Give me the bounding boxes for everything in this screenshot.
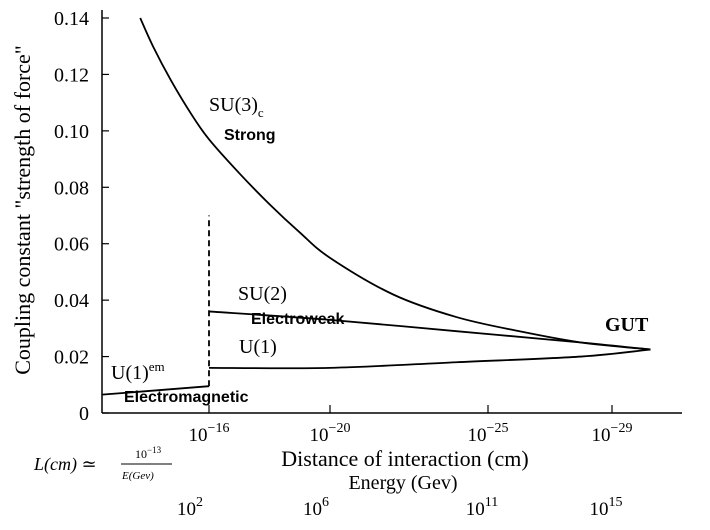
x-axis-ticks: 10−16 10−20 10−25 10−29 [189,405,633,446]
su3-strong-curve [139,17,651,351]
su3-label-sub: c [258,105,264,120]
gut-label: GUT [605,314,649,336]
y-tick-label: 0.12 [54,64,89,86]
energy-tick-label: 102 [177,495,203,520]
formula-lhs: L(cm) ≃ [33,454,97,475]
su3-label-main: SU(3) [209,94,258,116]
su3-label: SU(3)c [209,94,264,120]
energy-tick-label-exp: 15 [609,495,623,510]
x-tick-label-exp: −16 [208,421,230,436]
su2-label: SU(2) [238,283,287,305]
energy-tick-label: 106 [303,495,329,520]
y-axis-ticks: 0 0.02 0.04 0.06 0.08 0.10 0.12 0.14 [54,8,109,425]
x-tick-label-exp: −29 [611,421,633,436]
x-axis-label: Distance of interaction (cm) [281,446,528,471]
u1em-label-sup: em [149,359,165,374]
y-tick-label: 0.02 [54,347,89,369]
formula-numerator-exp: −13 [147,445,162,455]
electromagnetic-label: Electromagnetic [124,389,249,406]
u1-label: U(1) [239,336,277,358]
energy-tick-label-exp: 11 [485,495,498,510]
energy-tick-label-exp: 6 [322,495,329,510]
energy-tick-label-base: 10 [177,499,196,520]
x-tick-label-base: 10 [468,425,487,446]
formula-numerator-base: 10 [135,447,147,461]
y-tick-label: 0.04 [54,290,89,312]
x-tick-label-base: 10 [310,425,329,446]
y-tick-label: 0.06 [54,234,89,256]
y-tick-label: 0 [79,403,89,425]
y-axis-label: Coupling constant "strength of force" [10,45,35,375]
u1-curve [208,348,651,370]
energy-tick-label: 1011 [466,495,498,520]
series-layer [101,17,651,396]
electroweak-label: Electroweak [251,311,344,328]
u1em-electromagnetic-curve [101,385,210,396]
formula-denominator: E(Gev) [121,470,154,482]
energy-tick-label-base: 10 [303,499,322,520]
formula-numerator: 10−13 [135,445,162,461]
energy-tick-label-base: 10 [590,499,609,520]
energy-tick-label: 1015 [590,495,623,520]
y-tick-label: 0.08 [54,177,89,199]
x-tick-label: 10−25 [468,421,509,446]
x-tick-label: 10−29 [592,421,633,446]
x-tick-label-base: 10 [189,425,208,446]
x-tick-label: 10−16 [189,421,230,446]
energy-axis-label: Energy (Gev) [348,472,457,494]
distance-energy-formula: L(cm) ≃ 10−13 E(Gev) [33,445,172,482]
x-tick-label-exp: −25 [487,421,509,436]
u1em-label-main: U(1) [111,362,149,384]
y-tick-label: 0.14 [54,8,89,30]
x-tick-label: 10−20 [310,421,351,446]
energy-tick-label-base: 10 [466,499,485,520]
y-tick-label: 0.10 [54,121,89,143]
strong-label: Strong [224,127,276,144]
su2-electroweak-curve [208,310,651,351]
energy-axis-ticks: 102 106 1011 1015 [177,495,623,520]
u1em-label: U(1)em [111,359,165,384]
x-tick-label-base: 10 [592,425,611,446]
energy-tick-label-exp: 2 [196,495,203,510]
x-tick-label-exp: −20 [329,421,351,436]
